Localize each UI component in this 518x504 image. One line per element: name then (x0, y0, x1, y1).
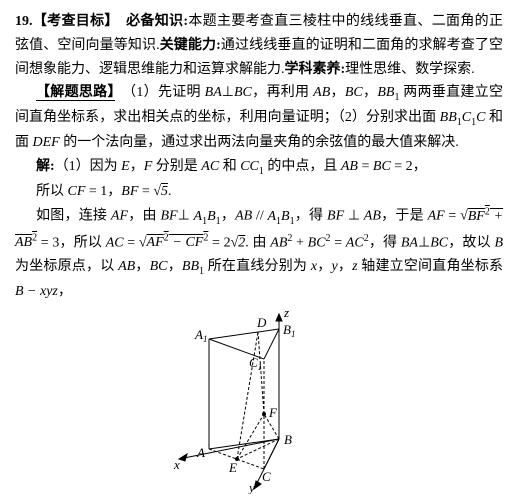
lbl-F: F (268, 405, 278, 420)
sol-t4: 的中点，且 (264, 159, 341, 174)
sol-eq: = (358, 159, 373, 174)
problem-number: 19. (15, 14, 33, 29)
sol-t7: ，由 (128, 209, 160, 224)
sol-para: // (252, 209, 267, 224)
m-ba: BA (205, 85, 222, 100)
sol-t11: 得 (383, 235, 401, 250)
m-bc2: BC (345, 85, 363, 100)
m-cf: CF (68, 184, 86, 199)
line-approach: 【解题思路】 （1）先证明 BA⊥BC，再利用 AB，BC，BB1 两两垂直建立… (15, 81, 503, 154)
m-b: B (494, 235, 503, 250)
m-ba2: BA (401, 235, 418, 250)
m-a1b1a: A1B1 (194, 209, 221, 224)
sol-plus: + (292, 235, 307, 250)
approach-t1: （1）先证明 (129, 85, 205, 100)
m-af2: AF (428, 209, 445, 224)
m-x: x (311, 259, 317, 274)
lbl-B1: B1 (283, 322, 295, 339)
lbl-B: B (284, 432, 292, 447)
literacy-label: 学科素养: (285, 62, 346, 77)
target-label: 【考查目标】 (33, 14, 112, 29)
sqrt5: √5 (153, 184, 168, 199)
line-target: 19.【考查目标】 必备知识:本题主要考查直三棱柱中的线线垂直、二面角的正弦值、… (15, 10, 503, 81)
approach-t2: ，再利用 (252, 85, 313, 100)
sol-eq3: = (445, 209, 460, 224)
m-ab4: AB (364, 209, 381, 224)
m-bb1b: BB1 (182, 259, 204, 274)
problem-content: 19.【考查目标】 必备知识:本题主要考查直三棱柱中的线线垂直、二面角的正弦值、… (15, 10, 503, 494)
knowledge-label: 必备知识: (126, 14, 188, 29)
m-bf: BF (121, 184, 138, 199)
sol-t5: 所以 (36, 184, 68, 199)
sol-t12: ，故以 (448, 235, 494, 250)
lbl-C: C (262, 469, 271, 484)
m-bc5: BC (430, 235, 448, 250)
sol-c2: ， (369, 235, 383, 250)
line-solution-1: 解:（1）因为 E，F 分别是 AC 和 CC1 的中点，且 AB = BC =… (15, 155, 503, 180)
m-bxyz: B − xyz (15, 284, 58, 299)
m-bb1c1c: BB1C1C (440, 110, 486, 125)
sol-v3: = 3，所以 (37, 235, 106, 250)
m-bc4: BC (308, 235, 326, 250)
m-ac2: AC (106, 235, 124, 250)
m-a1b1b: A1B1 (267, 209, 294, 224)
sol-t9: ，于是 (381, 209, 428, 224)
line-solution-2: 所以 CF = 1，BF = √5. (15, 180, 503, 204)
lbl-A1: A1 (194, 327, 207, 344)
m-ac3: AC (346, 235, 364, 250)
sol-c3: ， (58, 284, 72, 299)
lbl-E: E (228, 460, 237, 475)
sol-t13: 为坐标原点，以 (15, 259, 118, 274)
m-bc6: BC (150, 259, 168, 274)
sol-t6: 如图，连接 (36, 209, 111, 224)
m-cc1: CC1 (240, 159, 264, 174)
m-def: DEF (33, 135, 60, 150)
ability-label: 关键能力: (160, 38, 221, 53)
line-solution-3: 如图，连接 AF，由 BF⊥ A1B1，AB // A1B1，得 BF ⊥ AB… (15, 203, 503, 304)
sol-t3: 和 (219, 159, 240, 174)
m-bf3: BF (327, 209, 344, 224)
sol-v2: = 2， (391, 159, 427, 174)
sol-eq2: = (138, 184, 153, 199)
solution-label: 解: (36, 159, 55, 174)
approach-label: 【解题思路】 (36, 85, 115, 101)
m-ac: AC (201, 159, 219, 174)
m-ab: AB (313, 85, 330, 100)
m-y: y (331, 259, 337, 274)
sol-2sqrt2: = 2 (208, 235, 230, 250)
sol-v1: = 1， (85, 184, 121, 199)
m-e: E (121, 159, 130, 174)
sqrt-expr2: √AF2 − CF2 (139, 235, 208, 250)
approach-t5: 的一个法向量，通过求出两法向量夹角的余弦值的最大值来解决. (60, 135, 459, 150)
lbl-D: D (256, 315, 267, 330)
prism-diagram: z x y A B C E F A1 B1 C1 D (149, 309, 369, 494)
m-bb1: BB1 (377, 85, 399, 100)
lbl-A: A (196, 445, 205, 460)
sqrt2: √2 (231, 235, 246, 250)
axis-x: x (173, 457, 180, 472)
sol-t1: （1）因为 (55, 159, 122, 174)
m-bf2: BF (160, 209, 177, 224)
m-bc: BC (234, 85, 252, 100)
axis-y: y (247, 480, 255, 494)
sol-t14: 所在直线分别为 (204, 259, 311, 274)
m-ab3: AB (235, 209, 252, 224)
m-ab5: AB (270, 235, 287, 250)
sol-t10: . 由 (245, 235, 270, 250)
sol-t2: 分别是 (152, 159, 201, 174)
sol-period: . (168, 184, 172, 199)
m-ab6: AB (118, 259, 135, 274)
axis-z: z (283, 309, 289, 320)
m-bc3: BC (373, 159, 391, 174)
m-ab2: AB (341, 159, 358, 174)
literacy-text: 理性思维、数学探索. (345, 62, 475, 77)
sol-t8: ，得 (295, 209, 327, 224)
m-af: AF (111, 209, 128, 224)
sol-t15: 轴建立空间直角坐标系 (358, 259, 504, 274)
m-f: F (144, 159, 153, 174)
